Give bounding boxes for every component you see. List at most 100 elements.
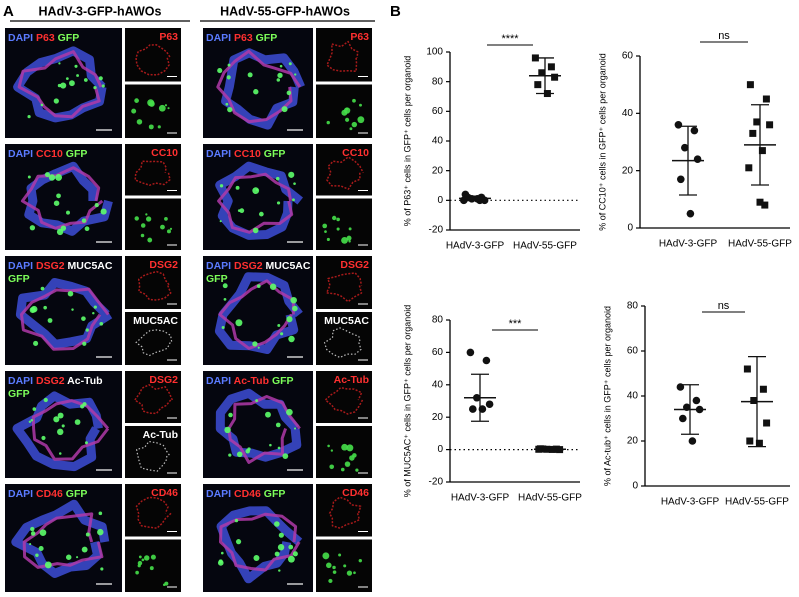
- channel-label: DAPI CD46 GFP: [8, 488, 87, 500]
- y-tick-label: 100: [426, 47, 443, 58]
- cell-signal: [93, 85, 97, 90]
- channel-label: MUC5AC: [324, 315, 369, 327]
- data-point: [745, 164, 753, 172]
- y-tick-label: 80: [432, 315, 444, 326]
- cell-signal: [149, 566, 154, 571]
- data-point: [755, 439, 763, 447]
- data-point: [766, 121, 774, 129]
- cell-signal: [41, 435, 46, 441]
- cell-signal: [164, 217, 168, 221]
- cell-signal: [92, 312, 95, 315]
- data-point: [686, 209, 695, 218]
- cell-signal: [99, 321, 104, 326]
- tissue: [216, 49, 302, 124]
- cell-signal: [137, 560, 143, 566]
- tissue: [328, 496, 362, 529]
- cell-signal: [65, 554, 72, 560]
- data-point: [758, 147, 766, 155]
- tissue: [216, 506, 303, 584]
- channel-word: DAPI: [206, 375, 231, 387]
- cell-signal: [222, 283, 228, 289]
- data-point: [551, 73, 559, 81]
- cell-signal: [40, 286, 45, 291]
- channel-word: MUC5AC: [266, 260, 311, 272]
- y-tick-label: 60: [432, 106, 444, 117]
- cell-signal: [57, 428, 64, 436]
- cell-signal: [30, 526, 35, 532]
- data-point: [761, 201, 769, 209]
- channel-label: CD46: [151, 487, 178, 499]
- cell-signal: [74, 419, 81, 425]
- cell-signal: [245, 449, 250, 454]
- channel-word: DAPI: [206, 32, 231, 44]
- cell-signal: [93, 305, 97, 309]
- channel-label: DAPI CC10 GFP: [206, 148, 285, 160]
- cell-signal: [56, 193, 61, 199]
- cell-signal: [146, 216, 152, 222]
- cell-signal: [67, 290, 74, 297]
- cell-signal: [355, 468, 359, 472]
- cell-signal: [221, 325, 225, 330]
- channel-word: Ac-Tub: [67, 375, 102, 387]
- cell-signal: [228, 453, 232, 457]
- cell-signal: [226, 75, 231, 80]
- cell-signal: [224, 426, 231, 434]
- significance-label: ns: [718, 30, 730, 42]
- cell-signal: [29, 542, 32, 546]
- cell-signal: [343, 564, 347, 568]
- cell-signal: [286, 90, 292, 96]
- panel-label: B: [390, 3, 401, 20]
- panel-label: A: [3, 3, 14, 20]
- tissue: [137, 270, 172, 301]
- cell-signal: [30, 419, 34, 422]
- y-tick-label: 40: [627, 391, 639, 402]
- channel-label: P63: [350, 31, 369, 43]
- cell-signal: [358, 558, 363, 563]
- channel-word: DSG2: [36, 375, 65, 387]
- cell-signal: [40, 103, 44, 107]
- cell-signal: [294, 73, 297, 76]
- y-tick-label: 60: [432, 347, 444, 358]
- cell-signal: [353, 571, 356, 575]
- cell-signal: [345, 107, 349, 111]
- cell-signal: [322, 552, 330, 560]
- x-tick-label: HAdV-3-GFP: [451, 493, 510, 504]
- channel-label: DAPI DSG2 Ac-Tub: [8, 375, 103, 387]
- cell-signal: [322, 223, 328, 229]
- micrograph-channel: [125, 28, 181, 82]
- cell-signal: [145, 213, 148, 216]
- channel-word: GFP: [8, 388, 30, 400]
- channel-word: Ac-Tub: [234, 375, 269, 387]
- tissue: [215, 161, 303, 240]
- cell-signal: [98, 511, 103, 516]
- data-point: [692, 396, 701, 405]
- cell-signal: [53, 98, 59, 104]
- cell-signal: [148, 100, 155, 107]
- cell-signal: [100, 567, 104, 571]
- micrograph-channel: [316, 371, 372, 423]
- cell-signal: [227, 63, 231, 67]
- channel-label: P63: [159, 31, 178, 43]
- data-point: [531, 54, 539, 62]
- cell-signal: [326, 237, 330, 242]
- micrograph-channel: [125, 312, 181, 365]
- cell-signal: [292, 551, 298, 557]
- channel-label: DAPI P63 GFP: [206, 32, 277, 44]
- cell-signal: [346, 570, 353, 576]
- significance-label: ****: [501, 33, 519, 45]
- cell-signal: [288, 335, 295, 343]
- cell-signal: [44, 561, 52, 569]
- data-point: [759, 385, 767, 393]
- data-point: [763, 419, 771, 427]
- data-point: [688, 437, 697, 445]
- cell-signal: [227, 106, 233, 113]
- cell-signal: [258, 211, 264, 217]
- tissue: [31, 399, 110, 461]
- cell-signal: [239, 208, 245, 214]
- cell-signal: [66, 210, 70, 215]
- data-point: [746, 81, 754, 89]
- cell-signal: [336, 217, 340, 222]
- cell-signal: [38, 545, 44, 552]
- cell-signal: [85, 532, 90, 537]
- channel-word: CD46: [36, 488, 63, 500]
